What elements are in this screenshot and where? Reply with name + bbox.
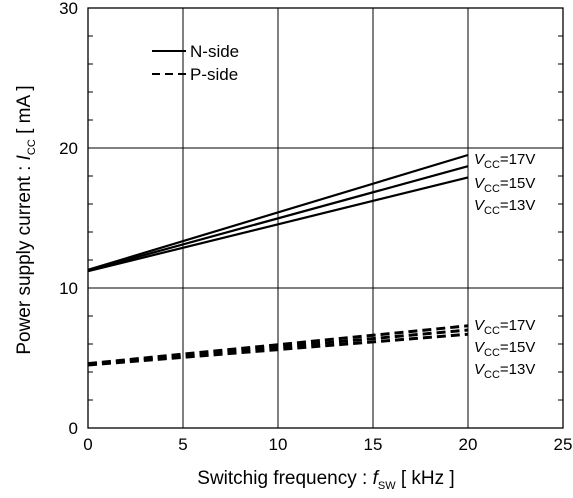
x-tick-label: 0 [83, 435, 92, 454]
y-axis-label-var: I [14, 154, 35, 160]
y-axis-label-post: [ mA ] [14, 85, 35, 139]
vcc-annotations: VCC=17VVCC=15VVCC=13VVCC=17VVCC=15VVCC=1… [474, 151, 535, 381]
x-tick-label: 20 [459, 435, 478, 454]
n-side-vcc-17v-line [87, 153, 469, 271]
x-tick-label: 25 [554, 435, 573, 454]
x-tick-label: 15 [364, 435, 383, 454]
legend-label-n-side: N-side [190, 42, 239, 61]
vcc-label: VCC=15V [474, 339, 535, 359]
x-tick-labels: 0 5 10 15 20 25 [83, 435, 572, 454]
y-tick-label: 30 [59, 0, 78, 18]
vcc-label: VCC=15V [474, 175, 535, 195]
y-tick-label: 20 [59, 139, 78, 158]
x-tick-label: 5 [178, 435, 187, 454]
vcc-label: VCC=13V [474, 197, 535, 217]
vcc-label: VCC=17V [474, 317, 535, 337]
p-side-vcc-13v-line [87, 332, 469, 367]
plot-frame [87, 7, 564, 429]
vcc-label: VCC=17V [474, 151, 535, 171]
grid-lines [88, 8, 563, 428]
legend-label-p-side: P-side [190, 65, 238, 84]
y-tick-label: 0 [69, 419, 78, 438]
y-axis-label: Power supply current : ICC [ mA ] [14, 85, 38, 354]
series-lines [87, 153, 469, 367]
x-axis-label: Switchig frequency : fSW [ kHz ] [197, 468, 454, 492]
y-axis-label-pre: Power supply current : [14, 160, 35, 354]
x-axis-label-post: [ kHz ] [396, 468, 455, 489]
y-tick-label: 10 [59, 279, 78, 298]
x-tick-label: 10 [269, 435, 288, 454]
vcc-label: VCC=13V [474, 361, 535, 381]
y-tick-labels: 0 10 20 30 [59, 0, 78, 438]
n-side-vcc-15v-line [87, 165, 469, 272]
x-axis-label-pre: Switchig frequency : [197, 468, 372, 489]
x-axis-label-sub: SW [378, 480, 396, 492]
x-axis-label-var: f [373, 468, 380, 489]
minor-ticks [88, 35, 563, 401]
y-axis-label-sub: CC [26, 139, 38, 155]
legend: N-side P-side [152, 42, 239, 84]
n-side-vcc-13v-line [87, 176, 469, 273]
